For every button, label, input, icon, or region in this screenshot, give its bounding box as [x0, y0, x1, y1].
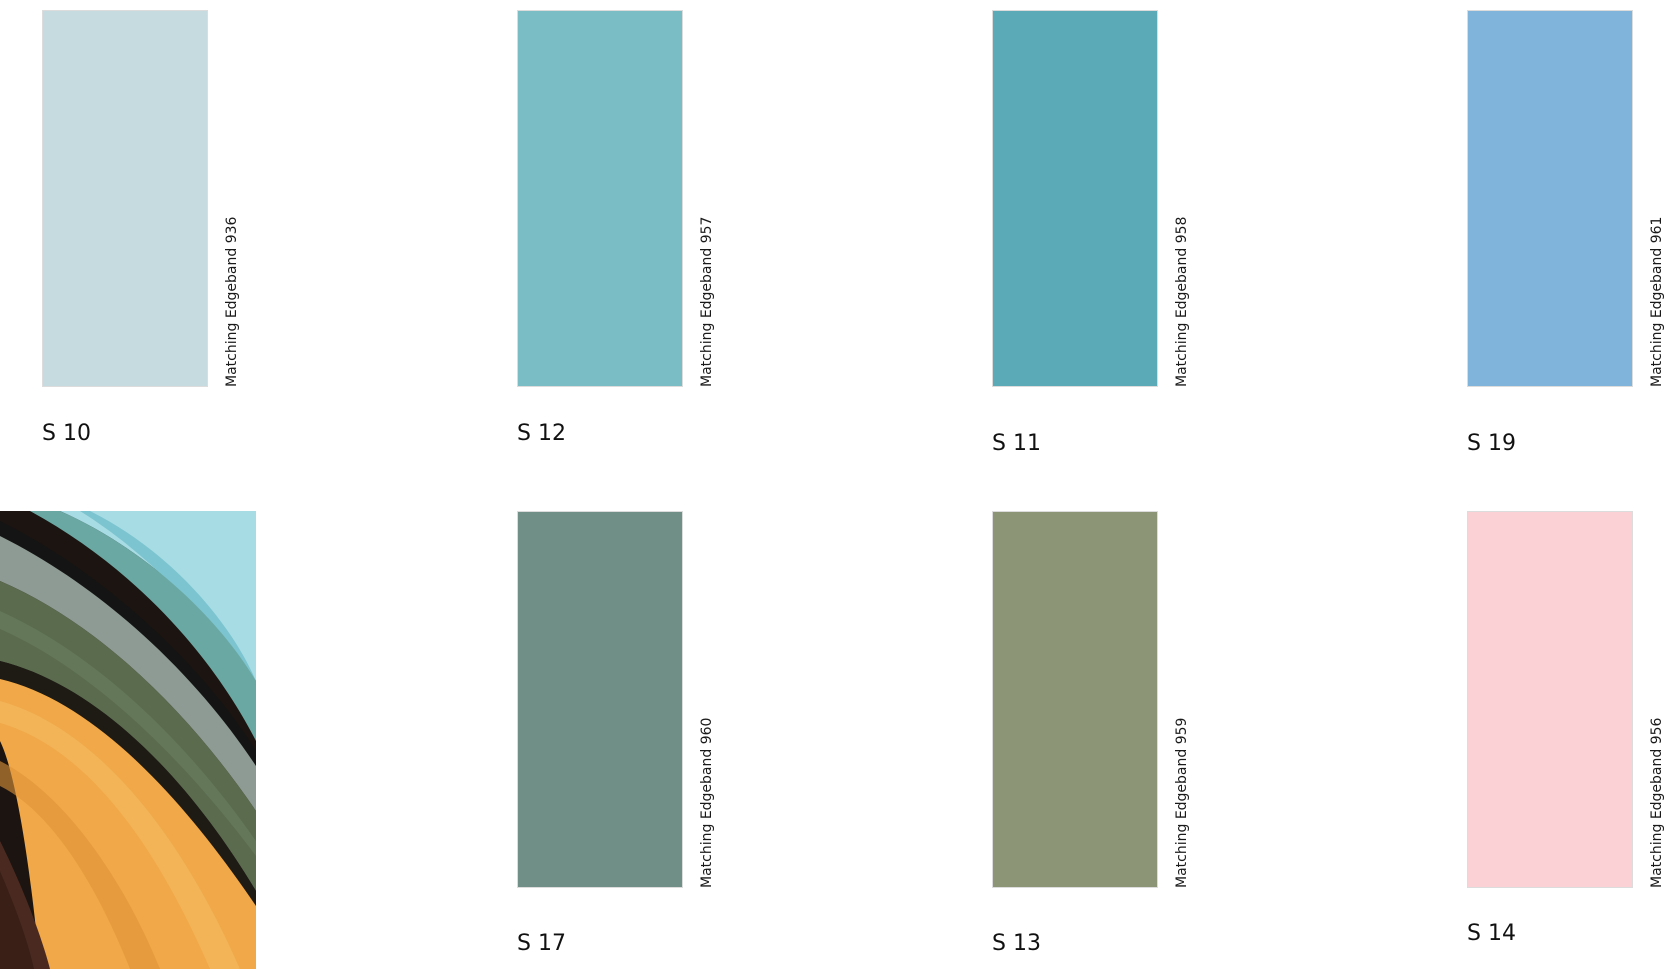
swatch-card-s14[interactable]: Matching Edgeband 956 S 14 [1467, 511, 1665, 961]
swatch-code: S 17 [517, 931, 566, 956]
swatch-card-s13[interactable]: Matching Edgeband 959 S 13 [992, 511, 1190, 961]
edgeband-label: Matching Edgeband 936 [224, 216, 240, 387]
swatch-card-s11[interactable]: Matching Edgeband 958 S 11 [992, 10, 1190, 460]
edgeband-rolls-image [0, 511, 256, 969]
color-swatch [517, 10, 683, 387]
swatch-code: S 10 [42, 421, 91, 446]
color-swatch [992, 511, 1158, 888]
edgeband-label: Matching Edgeband 961 [1649, 216, 1665, 387]
edgeband-label: Matching Edgeband 959 [1174, 717, 1190, 888]
edgeband-label: Matching Edgeband 960 [699, 717, 715, 888]
swatch-code: S 11 [992, 431, 1041, 456]
color-swatch [992, 10, 1158, 387]
swatch-card-s17[interactable]: Matching Edgeband 960 S 17 [517, 511, 715, 961]
color-swatch [1467, 511, 1633, 888]
color-swatch [517, 511, 683, 888]
edgeband-label: Matching Edgeband 956 [1649, 717, 1665, 888]
swatch-card-s10[interactable]: Matching Edgeband 936 S 10 [42, 10, 240, 460]
edgeband-rolls-photo [0, 511, 256, 969]
swatch-code: S 12 [517, 421, 566, 446]
swatch-code: S 14 [1467, 921, 1516, 946]
swatch-code: S 13 [992, 931, 1041, 956]
edgeband-label: Matching Edgeband 958 [1174, 216, 1190, 387]
swatch-card-s19[interactable]: Matching Edgeband 961 S 19 [1467, 10, 1665, 460]
color-swatch [1467, 10, 1633, 387]
swatch-card-s12[interactable]: Matching Edgeband 957 S 12 [517, 10, 715, 460]
color-swatch [42, 10, 208, 387]
edgeband-label: Matching Edgeband 957 [699, 216, 715, 387]
swatch-code: S 19 [1467, 431, 1516, 456]
